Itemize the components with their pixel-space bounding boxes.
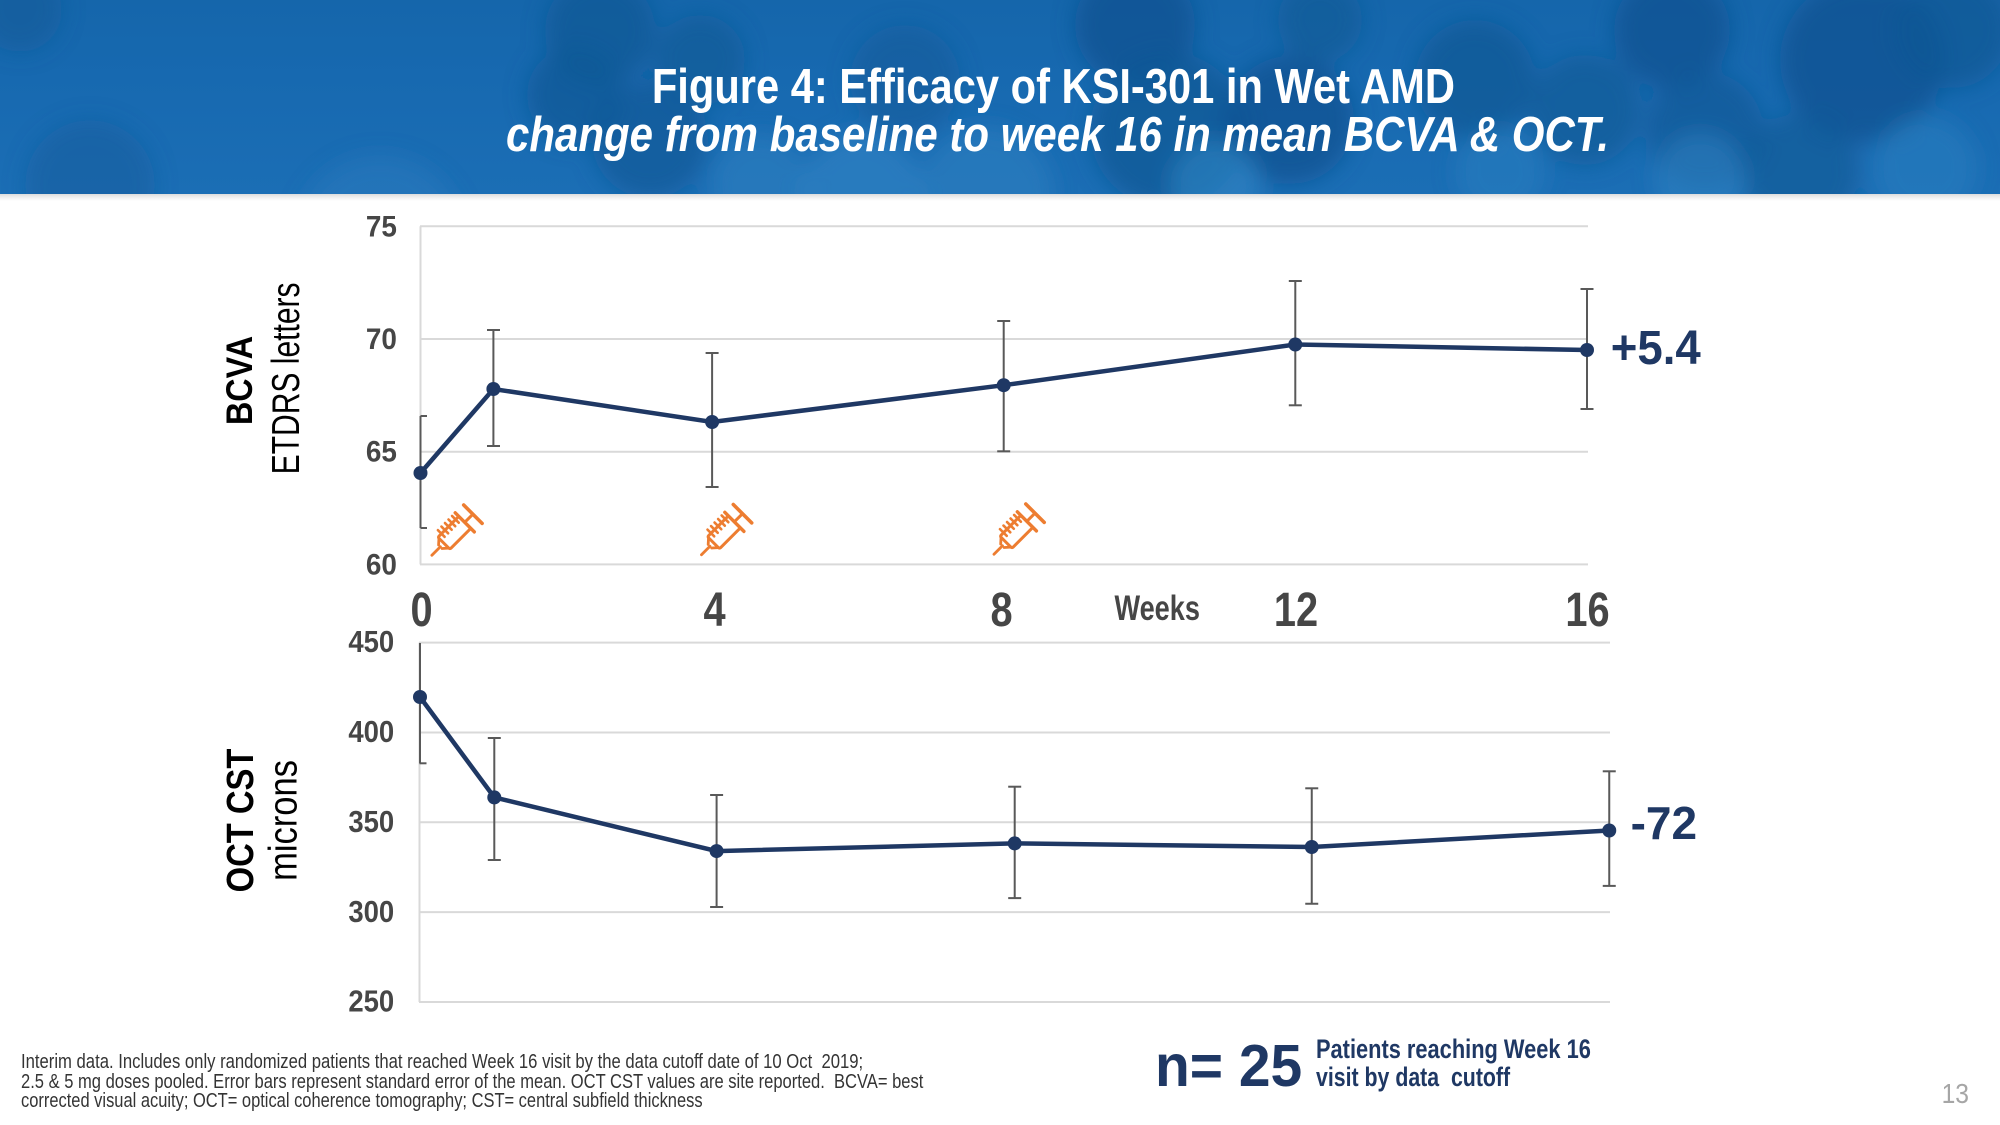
svg-text:65: 65 [366,436,397,469]
svg-text:4: 4 [703,583,725,637]
svg-text:ETDRS letters: ETDRS letters [264,282,308,474]
svg-text:-72: -72 [1631,797,1697,849]
svg-text:OCT CST: OCT CST [219,748,262,892]
svg-text:70: 70 [366,323,397,356]
svg-text:16: 16 [1565,583,1609,637]
svg-text:0: 0 [410,583,432,637]
svg-text:350: 350 [348,804,394,839]
svg-text:+5.4: +5.4 [1611,320,1701,375]
svg-text:75: 75 [366,210,397,243]
svg-text:microns: microns [260,760,305,881]
svg-text:12: 12 [1274,583,1318,637]
svg-text:250: 250 [348,984,394,1019]
svg-text:300: 300 [348,894,394,929]
svg-text:400: 400 [348,715,394,750]
svg-text:BCVA: BCVA [220,336,260,425]
svg-text:8: 8 [991,583,1013,637]
svg-text:450: 450 [348,625,394,660]
svg-text:60: 60 [366,549,397,582]
svg-text:Weeks: Weeks [1114,589,1199,628]
